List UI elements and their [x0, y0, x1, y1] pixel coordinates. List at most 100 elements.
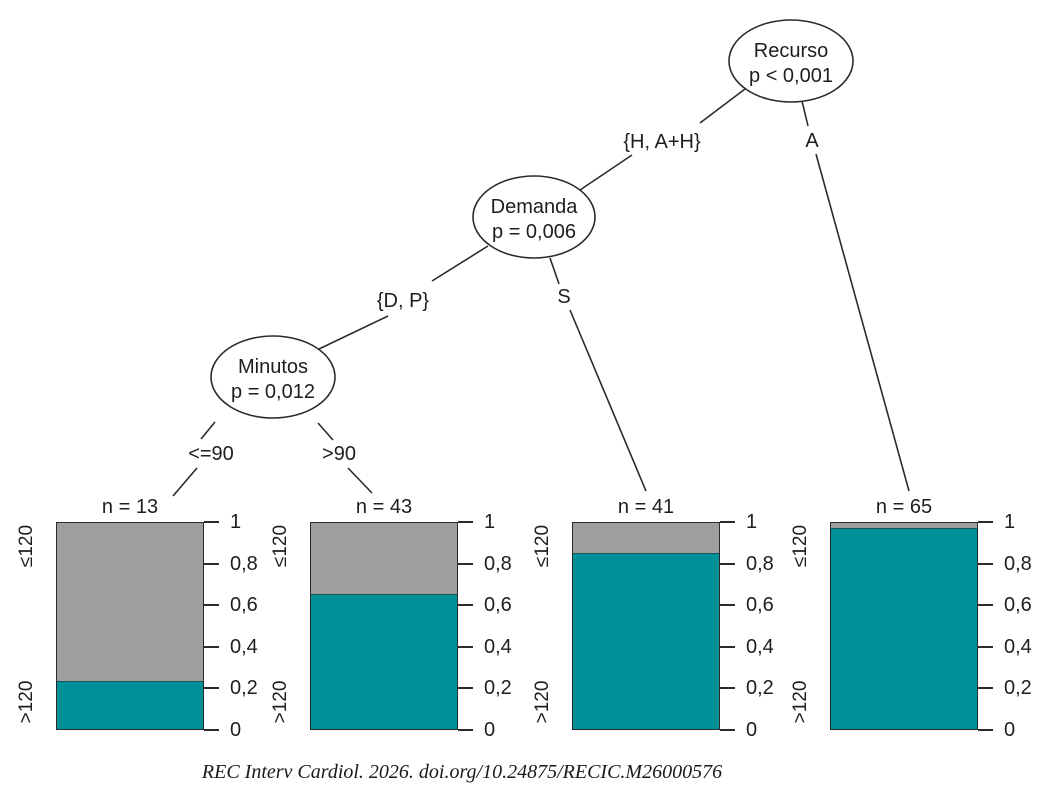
edge-label: A: [805, 130, 819, 152]
tree-node-label: Demanda: [491, 196, 579, 218]
category-label-gt120: >120: [270, 680, 291, 724]
y-axis-tick: [978, 687, 993, 690]
y-axis-tick-label: 0,4: [230, 635, 258, 658]
tree-edge: [431, 245, 489, 282]
y-axis-tick: [204, 729, 219, 731]
terminal-n-label: n = 13: [101, 496, 159, 518]
figure-citation: REC Interv Cardiol. 2026. doi.org/10.248…: [201, 761, 723, 783]
category-label-gt120: >120: [16, 680, 37, 724]
terminal-n-label: n = 41: [617, 496, 675, 518]
category-label-le120: ≤120: [270, 524, 291, 568]
y-axis-tick-label: 0,8: [746, 552, 774, 575]
category-label-gt120: >120: [532, 680, 553, 724]
terminal-n-label: n = 65: [875, 496, 933, 518]
y-axis-tick-label: 0,8: [484, 552, 512, 575]
category-label-gt120: >120: [790, 680, 811, 724]
tree-edge: [347, 467, 373, 494]
y-axis-tick: [204, 562, 219, 565]
y-axis-tick-label: 0,2: [746, 677, 774, 700]
tree-edge: [579, 154, 633, 191]
y-axis-tick: [204, 645, 219, 648]
tree-node-demanda: Demanda p = 0,006: [472, 175, 596, 259]
category-label-le120: ≤120: [16, 524, 37, 568]
edge-label: S: [557, 286, 570, 308]
tree-edge: [569, 309, 647, 492]
y-axis-tick-label: 0,2: [1004, 677, 1032, 700]
tree-node-minutos: Minutos p = 0,012: [210, 335, 336, 419]
y-axis-tick: [978, 645, 993, 648]
tree-edge: [200, 421, 216, 440]
bar-segment-gt120: [57, 680, 203, 729]
y-axis-tick: [204, 604, 219, 607]
tree-node-label: Recurso: [754, 40, 828, 62]
stacked-bar: [310, 522, 458, 730]
y-axis-tick: [458, 729, 473, 731]
y-axis-tick: [720, 604, 735, 607]
category-label-le120: ≤120: [790, 524, 811, 568]
y-axis-tick-label: 1: [746, 511, 758, 533]
y-axis-tick: [720, 562, 735, 565]
tree-node-pvalue: p < 0,001: [749, 65, 833, 87]
tree-edge: [699, 88, 746, 124]
y-axis-tick-label: 0: [1004, 719, 1016, 741]
tree-edges: [172, 88, 910, 497]
y-axis-tick: [458, 521, 473, 523]
y-axis-tick: [978, 521, 993, 523]
y-axis-tick: [720, 687, 735, 690]
y-axis-tick: [204, 521, 219, 523]
y-axis-tick-label: 0: [230, 719, 242, 741]
edge-label: <=90: [188, 443, 234, 465]
y-axis-tick-label: 0,4: [746, 635, 774, 658]
tree-node-pvalue: p = 0,006: [492, 221, 576, 243]
y-axis-tick: [720, 645, 735, 648]
tree-node-pvalue: p = 0,012: [231, 381, 315, 403]
y-axis-tick-label: 0,6: [230, 594, 258, 617]
tree-edge: [815, 153, 910, 492]
y-axis-tick: [458, 562, 473, 565]
y-axis-tick-label: 1: [230, 511, 242, 533]
terminal-n-label: n = 43: [355, 496, 413, 518]
stacked-bar: [830, 522, 978, 730]
y-axis-tick-label: 0: [484, 719, 496, 741]
y-axis-tick-label: 0,6: [1004, 594, 1032, 617]
edge-label: {D, P}: [377, 290, 430, 312]
y-axis-tick-label: 0,2: [484, 677, 512, 700]
bar-segment-gt120: [311, 594, 457, 729]
tree-edge: [172, 467, 198, 497]
y-axis-tick-label: 0,8: [1004, 552, 1032, 575]
bar-segment-gt120: [573, 552, 719, 729]
tree-node-ellipse: [472, 175, 596, 259]
stacked-bar: [56, 522, 204, 730]
tree-node-label: Minutos: [238, 356, 308, 378]
bar-segment-gt120: [831, 528, 977, 729]
y-axis-tick-label: 1: [484, 511, 496, 533]
y-axis-tick: [204, 687, 219, 690]
y-axis-tick: [458, 604, 473, 607]
tree-node-ellipse: [728, 19, 854, 103]
y-axis-tick-label: 1: [1004, 511, 1016, 533]
tree-edge: [801, 100, 809, 127]
category-label-le120: ≤120: [532, 524, 553, 568]
y-axis-tick: [720, 521, 735, 523]
tree-edge: [318, 315, 389, 350]
y-axis-tick: [978, 729, 993, 731]
stacked-bar: [572, 522, 720, 730]
tree-node-recurso: Recurso p < 0,001: [728, 19, 854, 103]
y-axis-tick: [458, 645, 473, 648]
tree-edge: [549, 257, 560, 285]
edge-label: >90: [322, 443, 356, 465]
y-axis-tick-label: 0,2: [230, 677, 258, 700]
y-axis-tick-label: 0,6: [746, 594, 774, 617]
y-axis-tick: [978, 604, 993, 607]
y-axis-tick: [978, 562, 993, 565]
y-axis-tick-label: 0,8: [230, 552, 258, 575]
y-axis-tick-label: 0,4: [1004, 635, 1032, 658]
edge-label: {H, A+H}: [623, 131, 701, 153]
tree-edge: [317, 422, 334, 441]
y-axis-tick: [720, 729, 735, 731]
y-axis-tick-label: 0,6: [484, 594, 512, 617]
tree-node-ellipse: [210, 335, 336, 419]
y-axis-tick-label: 0,4: [484, 635, 512, 658]
